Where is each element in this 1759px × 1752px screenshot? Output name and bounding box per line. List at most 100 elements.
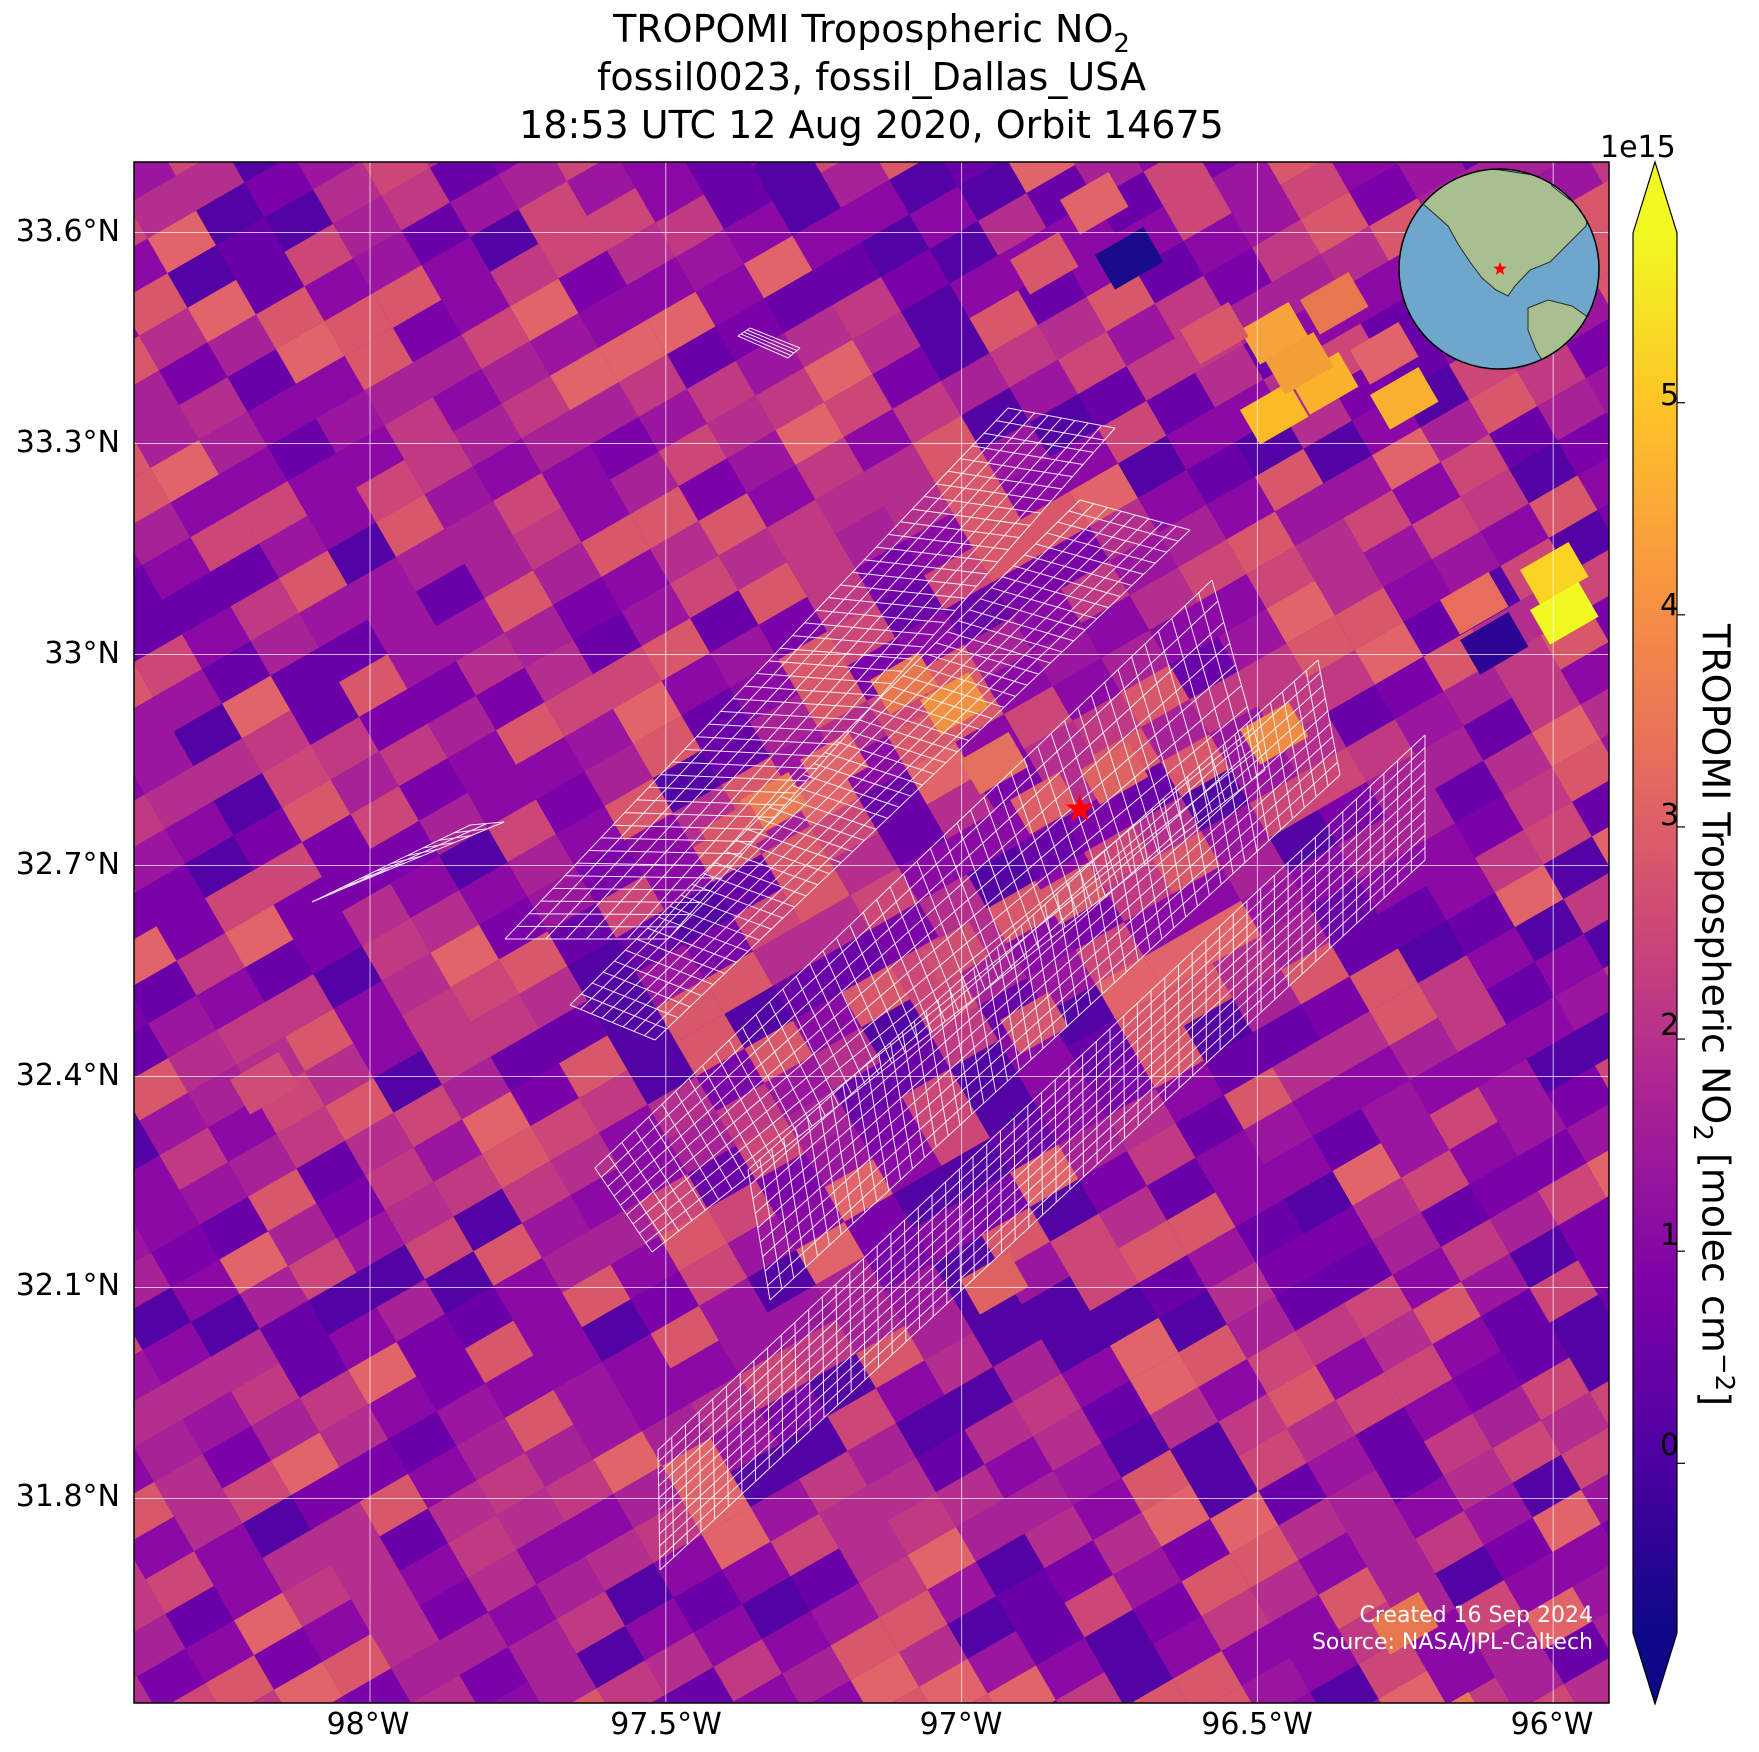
no2-pixel (1073, 1477, 1142, 1541)
no2-pixel (1343, 1274, 1413, 1338)
no2-pixel (1117, 435, 1187, 499)
no2-pixel (419, 792, 488, 856)
no2-hot-pixel (700, 802, 769, 865)
no2-pixel (1460, 468, 1529, 532)
no2-pixel (1474, 829, 1544, 893)
no2-pixel (467, 764, 537, 828)
no2-pixel (1300, 191, 1369, 255)
no2-pixel (941, 1137, 1010, 1201)
no2-pixel (1094, 171, 1164, 235)
no2-pixel (430, 924, 500, 988)
no2-pixel (814, 162, 841, 174)
title-text: TROPOMI Tropospheric NO (613, 7, 1114, 51)
no2-hot-pixel (1370, 1592, 1439, 1655)
no2-pixel (336, 1210, 406, 1273)
no2-pixel (450, 959, 520, 1023)
no2-pixel (1135, 1025, 1204, 1089)
no2-pixel (134, 551, 143, 570)
no2-pixel (1129, 567, 1198, 631)
no2-pixel (202, 1425, 272, 1489)
no2-pixel (134, 370, 180, 432)
colorbar (1632, 159, 1685, 1707)
colorbar-gradient (1633, 233, 1677, 1633)
no2-pixel (972, 519, 1041, 583)
no2-pixel (1391, 462, 1461, 525)
no2-pixel (1520, 1357, 1590, 1421)
no2-pixel (230, 578, 300, 642)
no2-pixel (191, 1294, 260, 1357)
no2-pixel (265, 974, 334, 1037)
no2-pixel (783, 305, 853, 368)
no2-pixel (693, 1604, 763, 1667)
no2-pixel (1592, 1611, 1609, 1650)
no2-pixel (864, 1228, 934, 1292)
no2-pixel (880, 249, 950, 312)
no2-pixel (601, 548, 670, 612)
no2-pixel (1075, 921, 1144, 985)
no2-pixel (1180, 768, 1250, 832)
no2-pixel (234, 1592, 303, 1656)
no2-pixel (664, 97, 732, 160)
no2-pixel (171, 1259, 240, 1322)
no2-pixel (1540, 1392, 1609, 1455)
no2-pixel (1414, 725, 1484, 789)
no2-pixel (356, 1244, 426, 1308)
no2-pixel (1297, 747, 1367, 810)
no2-pixel (416, 1348, 486, 1412)
no2-pixel (570, 1167, 640, 1230)
no2-pixel (1406, 1608, 1476, 1671)
no2-pixel (1101, 1414, 1170, 1478)
no2-pixel (750, 1479, 820, 1542)
no2-pixel (690, 1375, 760, 1438)
no2-pixel (247, 383, 317, 447)
no2-pixel (903, 512, 973, 576)
no2-pixel (670, 555, 739, 619)
no2-pixel (943, 162, 1001, 187)
no2-pixel (1380, 330, 1449, 393)
no2-pixel (724, 986, 794, 1049)
no2-pixel (496, 702, 565, 765)
no2-pixel (262, 744, 331, 808)
no2-pixel (325, 1078, 394, 1141)
no2-pixel (482, 1126, 551, 1189)
no2-pixel (1357, 66, 1425, 129)
no2-pixel (228, 1134, 297, 1197)
no2-pixel (134, 1223, 152, 1263)
no2-pixel (1512, 1454, 1581, 1518)
no2-pixel (213, 772, 283, 836)
no2-pixel (134, 1579, 166, 1633)
no2-pixel (1434, 760, 1504, 824)
no2-pixel (134, 775, 146, 801)
no2-pixel (932, 450, 1001, 513)
no2-pixel (134, 1447, 135, 1448)
no2-pixel (1096, 1741, 1164, 1752)
no2-pixel (779, 1416, 848, 1480)
no2-pixel (824, 1159, 894, 1222)
no2-pixel (1161, 1518, 1230, 1582)
no2-pixel (1272, 1039, 1341, 1102)
no2-pixel (1203, 247, 1272, 311)
no2-pixel (1543, 836, 1609, 900)
colorbar-tick-3: 3 (1660, 798, 1680, 833)
no2-pixel (376, 1279, 446, 1342)
no2-pixel (319, 1404, 389, 1468)
colorbar-tick-5: 5 (1660, 378, 1680, 413)
colorbar-extend-top (1633, 162, 1677, 233)
no2-pixel (838, 735, 907, 799)
no2-pixel (1210, 1490, 1279, 1554)
no2-pixel (1440, 434, 1509, 497)
no2-pixel (134, 828, 186, 892)
no2-pixel (1050, 1213, 1119, 1277)
no2-pixel (1526, 1031, 1595, 1094)
no2-pixel (1497, 1093, 1567, 1157)
no2-pixel (1681, 1635, 1749, 1698)
no2-pixel (1483, 1517, 1553, 1581)
no2-pixel (678, 458, 747, 521)
no2-pixel (1158, 1289, 1227, 1353)
no2-pixel (960, 387, 1030, 451)
no2-pixel (137, 1648, 206, 1703)
no2-pixel (1565, 318, 1609, 379)
no2-pixel (1235, 1199, 1304, 1262)
map-frame (133, 161, 1610, 1704)
no2-pixel (1483, 732, 1552, 796)
